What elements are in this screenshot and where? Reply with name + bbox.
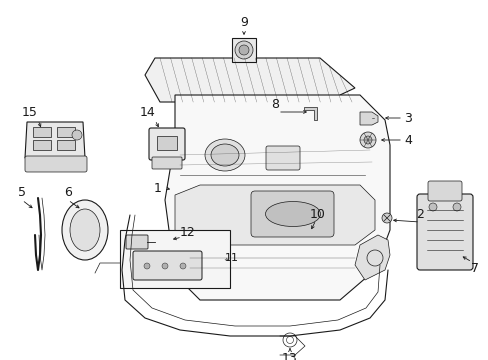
Polygon shape [164, 95, 389, 300]
FancyBboxPatch shape [250, 191, 333, 237]
FancyBboxPatch shape [149, 128, 184, 160]
Text: 9: 9 [240, 15, 247, 28]
Text: 11: 11 [224, 253, 239, 263]
Bar [57, 127, 75, 137]
Text: 15: 15 [22, 107, 38, 120]
Polygon shape [304, 107, 316, 120]
Polygon shape [25, 122, 85, 158]
FancyBboxPatch shape [126, 235, 148, 249]
Text: 13: 13 [282, 351, 297, 360]
Text: 6: 6 [64, 186, 72, 199]
FancyBboxPatch shape [427, 181, 461, 201]
Text: 3: 3 [403, 112, 411, 125]
Ellipse shape [265, 202, 320, 226]
Text: 12: 12 [180, 226, 196, 239]
Text: 14: 14 [140, 107, 156, 120]
Circle shape [452, 203, 460, 211]
Bar [57, 140, 75, 150]
Ellipse shape [70, 209, 100, 251]
Polygon shape [145, 58, 354, 102]
FancyBboxPatch shape [265, 146, 299, 170]
Text: 10: 10 [309, 208, 325, 221]
Bar [231, 38, 256, 62]
Circle shape [359, 132, 375, 148]
Polygon shape [175, 185, 374, 245]
Circle shape [363, 136, 371, 144]
Polygon shape [359, 112, 377, 125]
FancyBboxPatch shape [152, 157, 182, 169]
Text: 8: 8 [270, 99, 279, 112]
Circle shape [381, 213, 391, 223]
Polygon shape [354, 235, 389, 280]
Text: 4: 4 [403, 134, 411, 147]
FancyBboxPatch shape [416, 194, 472, 270]
Bar [33, 140, 51, 150]
Bar [33, 127, 51, 137]
Ellipse shape [204, 139, 244, 171]
Text: 5: 5 [18, 186, 26, 199]
Text: 1: 1 [154, 181, 162, 194]
Bar [157, 136, 177, 150]
Circle shape [72, 130, 82, 140]
Circle shape [162, 263, 168, 269]
Circle shape [143, 263, 150, 269]
Circle shape [428, 203, 436, 211]
Ellipse shape [210, 144, 239, 166]
Circle shape [235, 41, 252, 59]
Ellipse shape [62, 200, 108, 260]
Bar [120, 230, 229, 288]
FancyBboxPatch shape [133, 251, 202, 280]
FancyBboxPatch shape [25, 156, 87, 172]
Text: 7: 7 [470, 261, 478, 274]
Text: 2: 2 [415, 208, 423, 221]
Circle shape [239, 45, 248, 55]
Circle shape [180, 263, 185, 269]
